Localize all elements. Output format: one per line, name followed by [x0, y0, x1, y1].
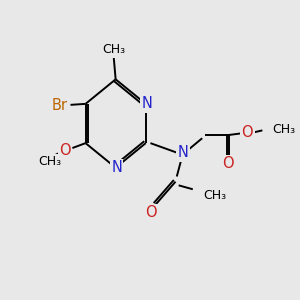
Text: O: O [59, 143, 71, 158]
Text: O: O [222, 156, 233, 171]
Text: N: N [178, 146, 189, 160]
Text: CH₃: CH₃ [102, 44, 125, 56]
Text: N: N [141, 96, 152, 111]
Text: CH₃: CH₃ [203, 189, 226, 202]
Text: N: N [111, 160, 122, 175]
Text: O: O [242, 125, 253, 140]
Text: O: O [146, 205, 157, 220]
Text: CH₃: CH₃ [38, 155, 62, 168]
Text: Br: Br [51, 98, 67, 113]
Text: CH₃: CH₃ [272, 123, 295, 136]
